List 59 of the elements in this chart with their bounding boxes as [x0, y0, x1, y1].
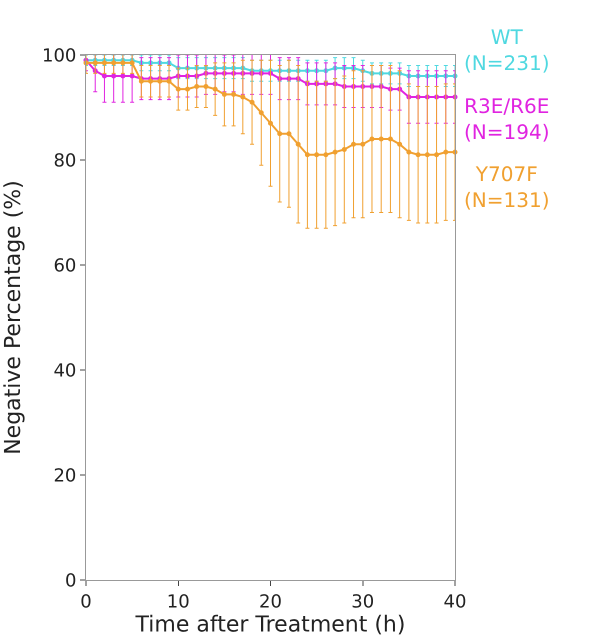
point — [184, 86, 190, 92]
point — [111, 60, 116, 66]
point — [111, 74, 116, 78]
series-label: Y707F (N=131) — [464, 162, 550, 212]
point — [240, 94, 246, 100]
point — [360, 142, 366, 147]
y-tick-label: 0 — [64, 570, 76, 592]
point — [92, 60, 98, 66]
point — [369, 136, 374, 142]
y-tick-label: 20 — [53, 465, 76, 486]
x-tick-label: 10 — [166, 592, 190, 613]
point — [286, 131, 292, 136]
point — [296, 142, 301, 147]
point — [203, 84, 208, 89]
point — [120, 60, 126, 66]
point — [304, 152, 310, 158]
point — [351, 142, 356, 147]
point — [120, 74, 126, 78]
point — [378, 136, 384, 142]
point — [406, 150, 412, 155]
x-tick-label: 40 — [444, 592, 466, 613]
point — [416, 152, 421, 158]
point — [212, 86, 218, 92]
x-tick-label: 30 — [351, 592, 374, 613]
point — [130, 60, 135, 66]
point — [138, 78, 144, 84]
point — [434, 152, 440, 158]
point — [222, 92, 227, 97]
point — [268, 120, 273, 126]
point — [102, 74, 107, 78]
y-tick-label: 40 — [53, 360, 76, 382]
point — [157, 78, 162, 84]
point — [148, 78, 154, 84]
point — [443, 150, 448, 155]
point — [332, 150, 338, 155]
point — [130, 74, 135, 78]
point — [258, 110, 264, 116]
x-tick-label: 20 — [259, 592, 282, 613]
point — [166, 78, 172, 84]
point — [176, 86, 181, 92]
point — [194, 84, 200, 89]
x-tick-label: 0 — [80, 592, 92, 613]
y-tick-label: 100 — [42, 45, 76, 66]
point — [397, 142, 402, 147]
point — [388, 136, 393, 142]
y-axis-title: Negative Percentage (%) — [0, 180, 26, 455]
point — [250, 100, 255, 105]
point — [277, 131, 282, 136]
point — [424, 152, 430, 158]
y-tick-label: 80 — [53, 150, 76, 172]
point — [231, 92, 236, 97]
series-label: R3E/R6E (N=194) — [464, 94, 550, 144]
y-tick-label: 60 — [53, 255, 76, 276]
series-label: WT (N=231) — [464, 25, 550, 75]
point — [342, 147, 347, 152]
point — [102, 60, 107, 66]
point — [314, 152, 320, 158]
point — [323, 152, 328, 158]
x-axis-title: Time after Treatment (h) — [134, 612, 406, 638]
